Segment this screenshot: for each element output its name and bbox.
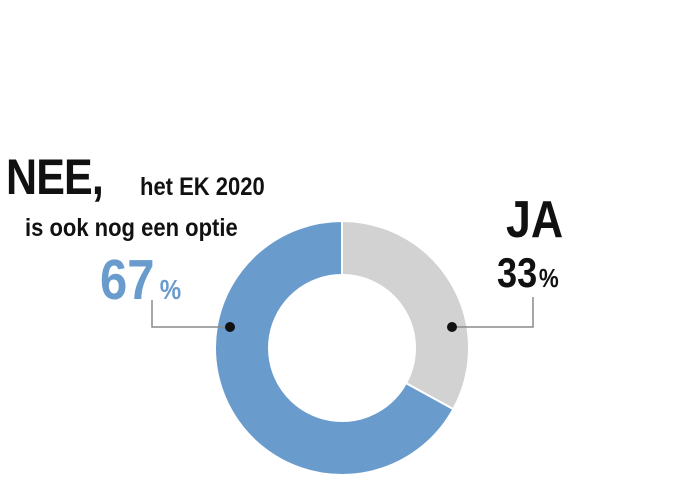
nee-leader-dot [225, 322, 235, 332]
nee-label: NEE, [6, 149, 104, 205]
nee-percent-sign: % [159, 274, 182, 305]
ja-percentage: 33% [497, 252, 559, 294]
ja-percent-sign: % [538, 263, 559, 293]
ja-value: 33 [497, 249, 538, 296]
nee-value: 67 [100, 248, 155, 312]
donut-slice-nee [214, 219, 455, 476]
nee-subtitle-line1: het EK 2020 [140, 173, 265, 201]
nee-percentage: 67% [100, 252, 181, 309]
nee-leader-line [151, 300, 230, 328]
donut-slice-ja [341, 219, 470, 411]
ja-label: JA [506, 191, 564, 249]
nee-subtitle-line2: is ook nog een optie [25, 214, 238, 242]
ja-leader-dot [447, 322, 457, 332]
ja-leader-line [452, 297, 534, 328]
